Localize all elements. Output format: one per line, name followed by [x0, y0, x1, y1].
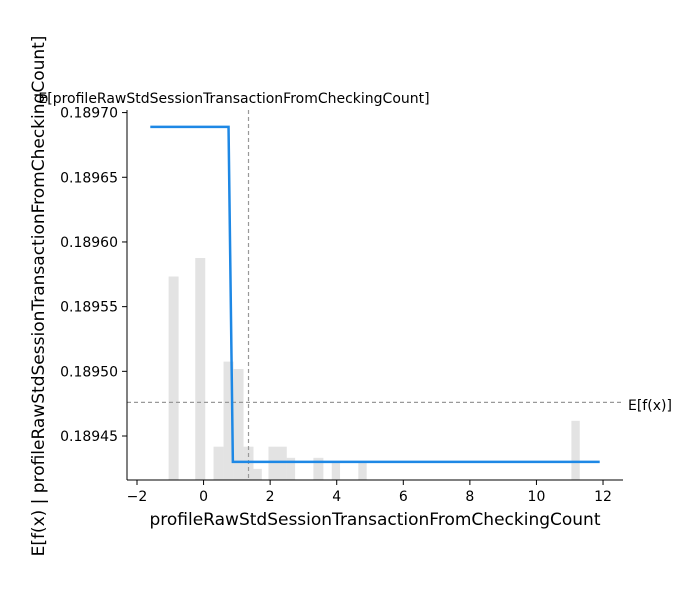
histogram-bar: [571, 420, 580, 480]
histogram-layer: [168, 258, 580, 480]
y-axis-label: E[f(x) | profileRawStdSessionTransaction…: [29, 36, 49, 557]
axes-layer: [126, 110, 623, 481]
x-tick-label: 4: [332, 489, 341, 505]
expected-value-label: E[f(x)]: [628, 398, 672, 414]
x-tick-label: 2: [266, 489, 275, 505]
y-tick-label: 0.18965: [60, 170, 118, 186]
histogram-bar: [313, 457, 324, 480]
histogram-bar: [331, 461, 341, 480]
histogram-bar: [268, 446, 287, 480]
x-ticks: −2 0 2 4 6 8 10 12: [127, 480, 612, 505]
series-line-layer: [150, 125, 600, 464]
x-axis-label: profileRawStdSessionTransactionFromCheck…: [149, 510, 600, 530]
y-tick-label: 0.18950: [60, 364, 118, 380]
histogram-bar: [358, 461, 367, 480]
x-tick-label: 6: [399, 489, 408, 505]
histogram-bar: [213, 446, 224, 480]
histogram-bar: [195, 258, 206, 480]
y-tick-label: 0.18970: [60, 106, 118, 122]
y-ticks: 0.18945 0.18950 0.18955 0.18960 0.18965 0.189…: [60, 106, 127, 445]
histogram-bar: [286, 457, 296, 480]
x-tick-label: 10: [528, 489, 546, 505]
y-tick-label: 0.18945: [60, 429, 118, 445]
y-tick-label: 0.18955: [60, 300, 118, 316]
dependence-line: [150, 125, 600, 464]
histogram-bar: [168, 276, 179, 480]
y-tick-label: 0.18960: [60, 235, 118, 251]
x-tick-label: −2: [127, 489, 148, 505]
x-tick-label: 8: [465, 489, 474, 505]
x-tick-label: 0: [199, 489, 208, 505]
histogram-bar: [253, 468, 262, 480]
histogram-bar: [233, 369, 244, 480]
expected-feature-label: E[profileRawStdSessionTransactionFromChe…: [38, 91, 429, 107]
histogram-bar: [223, 361, 234, 480]
x-tick-label: 12: [594, 489, 612, 505]
reference-lines-layer: [127, 110, 623, 480]
